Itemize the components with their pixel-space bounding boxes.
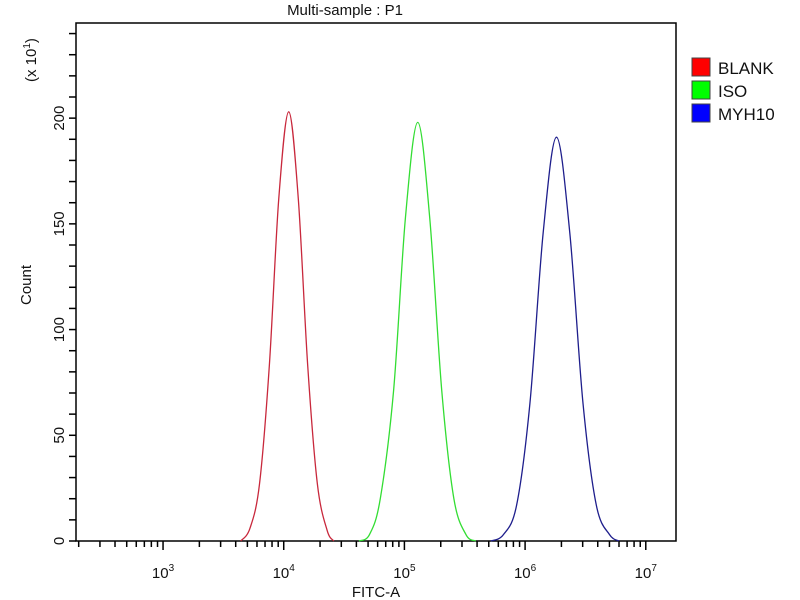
series-line-myh10 — [490, 136, 620, 542]
series-lines — [240, 111, 620, 542]
legend-swatch-myh10 — [691, 103, 711, 123]
legend-label: BLANK — [718, 59, 774, 78]
x-axis-ticks: 103 104 105 106 107 — [77, 541, 658, 582]
x-axis-label: FITC-A — [352, 584, 400, 600]
svg-text:(x 101): (x 101) — [22, 38, 40, 82]
y-axis-ticks: 0 50 100 150 200 — [51, 32, 76, 545]
x-tick-label: 107 — [635, 563, 658, 582]
y-multiplier-base: (x 10 — [23, 49, 40, 82]
x-tick-exp: 6 — [531, 563, 537, 574]
x-tick-base: 10 — [152, 565, 169, 582]
chart-title: Multi-sample : P1 — [287, 2, 403, 19]
x-tick-exp: 5 — [410, 563, 416, 574]
legend-swatch-iso — [691, 80, 711, 100]
y-tick-label: 50 — [51, 427, 68, 444]
legend-swatch-blank — [691, 57, 711, 77]
x-tick-exp: 4 — [289, 563, 295, 574]
legend-label: MYH10 — [718, 105, 775, 124]
x-tick-label: 106 — [514, 563, 537, 582]
x-tick-base: 10 — [514, 565, 531, 582]
legend-label: ISO — [718, 82, 747, 101]
y-axis-label: Count — [18, 264, 35, 305]
y-tick-label: 0 — [51, 537, 68, 545]
y-tick-label: 100 — [51, 317, 68, 342]
x-tick-label: 103 — [152, 563, 175, 582]
x-tick-base: 10 — [635, 565, 652, 582]
x-tick-exp: 3 — [169, 563, 175, 574]
x-tick-exp: 7 — [651, 563, 657, 574]
x-tick-base: 10 — [393, 565, 410, 582]
y-multiplier-exp: 1 — [22, 43, 33, 49]
y-tick-label: 150 — [51, 211, 68, 236]
x-tick-label: 104 — [273, 563, 296, 582]
y-tick-label: 200 — [51, 106, 68, 131]
x-tick-label: 105 — [393, 563, 416, 582]
y-multiplier-label: (x 101) — [22, 38, 40, 82]
series-line-iso — [358, 121, 477, 542]
legend: BLANK ISO MYH10 — [691, 57, 775, 124]
plot-frame — [75, 22, 677, 542]
x-tick-base: 10 — [273, 565, 290, 582]
series-line-blank — [240, 111, 335, 542]
